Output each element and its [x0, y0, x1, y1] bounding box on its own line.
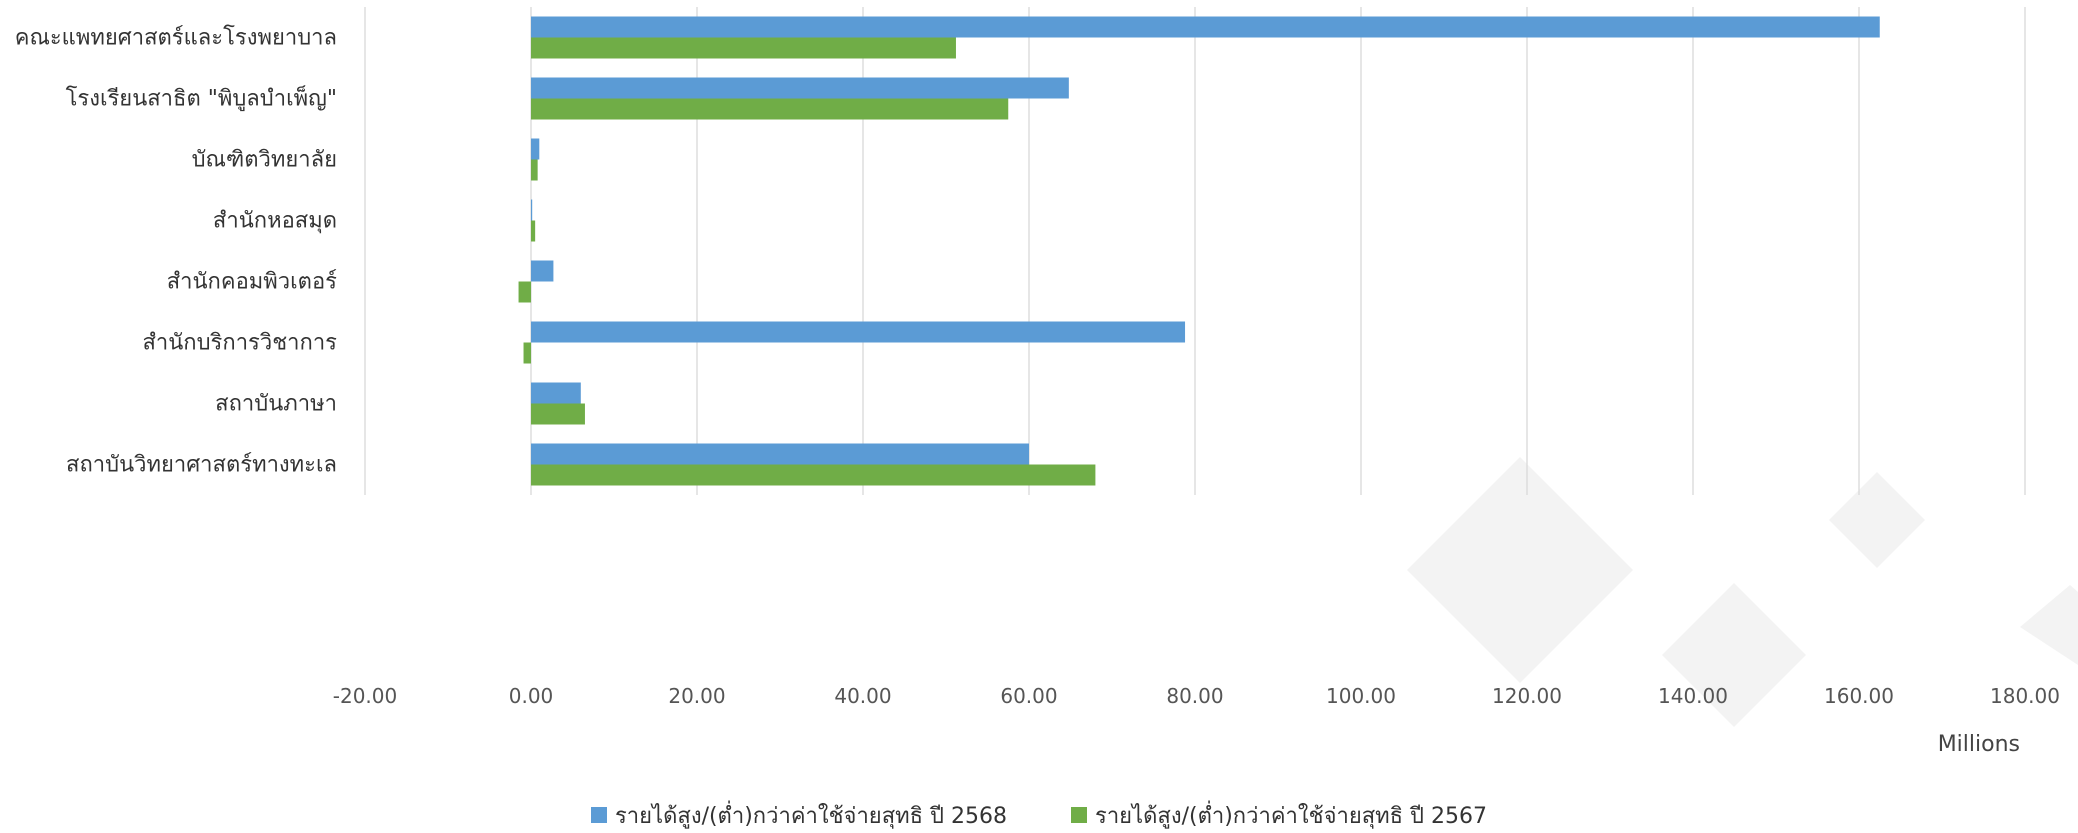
bar-chart: -20.00 0.00 20.00 40.00 60.00 80.00 100.00 120.…	[15, 7, 2078, 758]
category-label: สถาบันภาษา	[215, 392, 337, 417]
x-tick-label: 140.00	[1658, 684, 1728, 708]
x-tick-label: 20.00	[668, 684, 725, 708]
category-label: โรงเรียนสาธิต "พิบูลบำเพ็ญ"	[66, 84, 337, 112]
legend: รายได้สูง/(ต่ำ)กว่าค่าใช้จ่ายสุทธิ ปี 25…	[0, 800, 2078, 830]
bar-2568	[531, 382, 581, 404]
legend-label-2568: รายได้สูง/(ต่ำ)กว่าค่าใช้จ่ายสุทธิ ปี 25…	[614, 803, 1007, 829]
labels: -20.00 0.00 20.00 40.00 60.00 80.00 100.00 120.…	[15, 25, 2060, 758]
legend-item-2568: รายได้สูง/(ต่ำ)กว่าค่าใช้จ่ายสุทธิ ปี 25…	[590, 798, 1007, 833]
x-tick-label: 60.00	[1000, 684, 1057, 708]
bar-2568	[531, 138, 540, 160]
bar-2568	[531, 321, 1186, 343]
category-label: สถาบันวิทยาศาสตร์ทางทะเล	[66, 453, 337, 478]
x-tick-label: 160.00	[1824, 684, 1894, 708]
category-label: สำนักบริการวิชาการ	[142, 331, 337, 356]
bar-2567	[531, 220, 536, 242]
legend-item-2567: รายได้สูง/(ต่ำ)กว่าค่าใช้จ่ายสุทธิ ปี 25…	[1071, 798, 1487, 833]
bar-2568	[531, 260, 554, 282]
x-tick-label: -20.00	[333, 684, 397, 708]
bar-2567	[518, 281, 531, 303]
bar-2567	[531, 98, 1009, 120]
x-tick-label: 120.00	[1492, 684, 1562, 708]
x-tick-label: 180.00	[1990, 684, 2060, 708]
category-label: สำนักคอมพิวเตอร์	[167, 270, 337, 295]
legend-swatch-2568	[590, 807, 607, 823]
x-tick-label: 40.00	[834, 684, 891, 708]
bar-2567	[531, 464, 1096, 486]
category-label: บัณฑิตวิทยาลัย	[192, 148, 337, 173]
x-tick-label: 100.00	[1326, 684, 1396, 708]
watermark-decoration	[1407, 457, 2078, 727]
category-label: คณะแพทยศาสตร์และโรงพยาบาล	[15, 25, 337, 51]
bar-2568	[531, 199, 533, 221]
bar-2567	[531, 37, 956, 59]
bar-2567	[531, 159, 538, 181]
bar-2568	[531, 77, 1069, 99]
bar-2568	[531, 443, 1029, 465]
bar-2567	[523, 342, 531, 364]
legend-label-2567: รายได้สูง/(ต่ำ)กว่าค่าใช้จ่ายสุทธิ ปี 25…	[1095, 803, 1488, 829]
x-tick-label: 80.00	[1166, 684, 1223, 708]
bar-2567	[531, 403, 585, 425]
bar-2568	[531, 16, 1880, 38]
x-tick-label: 0.00	[509, 684, 554, 708]
bars	[518, 16, 1880, 486]
category-label: สำนักหอสมุด	[213, 209, 337, 234]
legend-swatch-2567	[1071, 807, 1087, 823]
x-unit-label: Millions	[1938, 732, 2020, 757]
